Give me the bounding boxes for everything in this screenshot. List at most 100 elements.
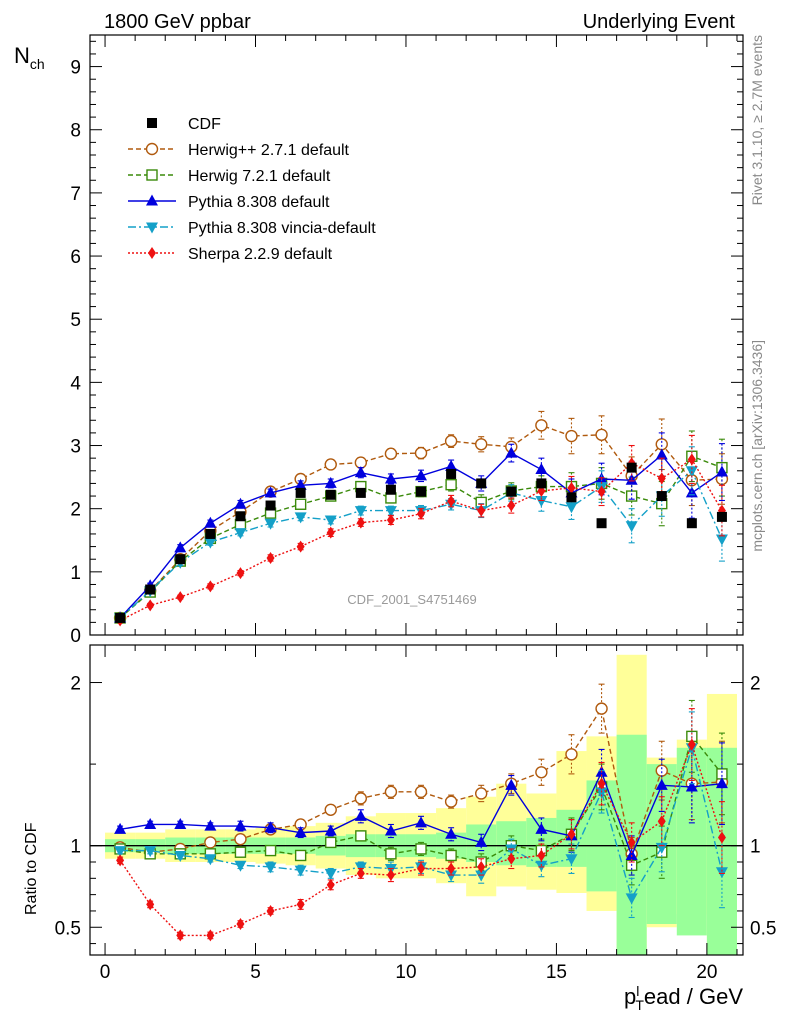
series-sherpa-point (537, 849, 546, 862)
y-tick-label-ratio-right: 2 (750, 674, 761, 695)
series-sherpa-point (567, 481, 576, 494)
series-pythia-point (324, 476, 337, 488)
series-pythia-point (204, 819, 217, 831)
y-tick-label-main: 5 (70, 310, 81, 331)
series-cdf-point (506, 486, 517, 497)
series-herwigpp-point (535, 766, 548, 779)
series-cdf-point (355, 487, 366, 498)
series-sherpa-point (116, 854, 125, 867)
y-axis-label-main: Nch (14, 43, 45, 72)
header-right: Underlying Event (583, 11, 736, 33)
series-herwigpp-point (474, 438, 488, 451)
series-herwigpp-point (384, 785, 398, 799)
series-vincia-point (625, 521, 638, 533)
series-vincia-point (114, 846, 127, 858)
series-herwig7-point (325, 836, 337, 849)
series-sherpa-point (447, 495, 456, 508)
series-herwigpp-point (655, 438, 668, 451)
y-tick-label-ratio-right: 1 (750, 837, 761, 858)
series-sherpa-point (657, 815, 666, 828)
legend-label-herwigpp: Herwig++ 2.7.1 default (188, 142, 350, 159)
y-tick-label-main: 7 (70, 184, 81, 205)
x-axis-label: pl Tead / GeV (624, 983, 743, 1013)
legend-label-sherpa: Sherpa 2.2.9 default (188, 246, 333, 263)
series-pythia-point (294, 478, 307, 490)
series-sherpa-point (597, 777, 606, 790)
series-cdf-point (295, 487, 306, 498)
series-herwig7-point (234, 846, 247, 858)
series-cdf-point (416, 486, 427, 497)
legend-entry-cdf: CDF (147, 116, 221, 133)
x-axis-label-symbol: p (624, 984, 636, 1009)
series-herwigpp-point (444, 795, 458, 808)
series-herwigpp-point (324, 803, 337, 816)
series-vincia-point (354, 506, 367, 518)
legend-label-cdf: CDF (188, 116, 221, 133)
series-vincia-point (294, 865, 307, 877)
legend-marker-herwigpp (145, 142, 159, 156)
y-tick-label-main: 0 (70, 626, 81, 647)
y-tick-label-main: 3 (70, 437, 81, 458)
series-sherpa-point (447, 862, 456, 875)
series-sherpa-point (597, 485, 606, 498)
legend-label-herwig7: Herwig 7.2.1 default (188, 168, 331, 185)
legend: CDF Herwig++ 2.7.1 default Herwig 7.2.1 de… (128, 116, 376, 263)
series-herwigpp-point (354, 792, 368, 805)
series-vincia-point (264, 862, 277, 874)
y-tick-label-main: 2 (70, 500, 81, 521)
legend-entry-pythia: Pythia 8.308 default (128, 194, 330, 211)
series-herwigpp-point (444, 434, 458, 448)
series-herwig7-point (264, 844, 277, 857)
legend-entry-vincia: Pythia 8.308 vincia-default (128, 220, 376, 237)
series-vincia-point (445, 870, 458, 882)
series-herwigpp-point (324, 458, 337, 471)
series-sherpa-point (236, 567, 245, 580)
mc-uncertainty-bands (105, 654, 737, 955)
series-herwig7-point (294, 849, 307, 862)
y-tick-label-ratio: 1 (70, 837, 81, 858)
series-vincia-point (535, 860, 548, 872)
series-cdf-point (325, 489, 336, 500)
y-tick-label-ratio-right: 0.5 (750, 918, 776, 939)
series-herwigpp-point (655, 764, 668, 777)
legend-label-pythia: Pythia 8.308 default (188, 194, 330, 211)
series-pythia-point (445, 459, 458, 471)
main-plot-frame (89, 34, 744, 636)
series-sherpa-point (236, 918, 245, 930)
legend-marker-pythia (146, 194, 158, 206)
mcplots-label: mcplots.cern.ch [arXiv:1306.3436] (749, 340, 765, 552)
series-sherpa-point (176, 591, 185, 604)
y-tick-label-main: 9 (70, 58, 81, 79)
series-sherpa-point (386, 514, 395, 527)
header-left: 1800 GeV ppbar (104, 11, 251, 33)
series-cdf-point (446, 468, 457, 479)
series-pythia-point (294, 826, 307, 838)
series-cdf-point (626, 462, 637, 473)
y-tick-label-main: 8 (70, 121, 81, 142)
series-vincia-point (294, 512, 307, 524)
series-sherpa-point (146, 898, 155, 911)
series-vincia-point (144, 846, 157, 858)
series-pythia-point (384, 472, 397, 484)
series-sherpa-point (176, 929, 185, 942)
series-vincia-point (204, 854, 217, 866)
series-sherpa-point (507, 499, 516, 512)
series-sherpa-line (119, 742, 723, 937)
series-cdf-point (476, 478, 487, 489)
series-sherpa-point (687, 453, 696, 466)
series-vincia-point (715, 867, 728, 879)
series-cdf-point (235, 511, 246, 522)
series-sherpa-point (296, 898, 305, 911)
series-pythia-point (655, 448, 668, 460)
y-tick-label-ratio: 2 (70, 674, 81, 695)
series-herwigpp-point (234, 832, 247, 846)
legend-marker-cdf (147, 118, 157, 128)
y-tick-label-main: 1 (70, 563, 81, 584)
y-tick-label-ratio: 0.5 (55, 918, 81, 939)
series-sherpa-ratio (116, 708, 726, 942)
series-pythia-main (114, 432, 728, 623)
series-sherpa-point (356, 867, 365, 880)
series-pythia-point (354, 809, 367, 821)
series-herwigpp-point (204, 836, 217, 849)
